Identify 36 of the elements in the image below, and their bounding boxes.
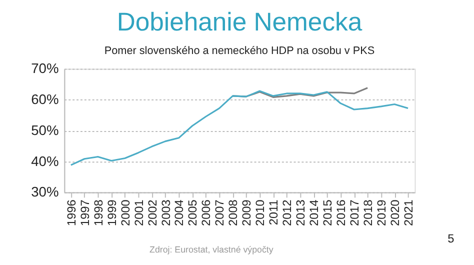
x-tick-label: 2009 <box>240 199 254 226</box>
x-tick-label: 1999 <box>104 199 119 226</box>
y-tick-label: 40% <box>31 152 59 169</box>
line-series <box>70 90 409 166</box>
x-tick-label: 2021 <box>401 199 416 226</box>
x-tick-label: 2005 <box>186 199 200 226</box>
y-tick-label: 50% <box>31 122 59 138</box>
x-tick-label: 2003 <box>158 199 173 226</box>
x-tick-label: 2007 <box>212 200 227 226</box>
x-tick-label: 2016 <box>334 199 348 226</box>
x-tick-label: 1998 <box>91 199 106 226</box>
y-tick-label: 30% <box>31 184 59 200</box>
x-tick-label: 2002 <box>145 200 160 226</box>
text: 5 <box>448 232 455 246</box>
x-tick-label: 2017 <box>348 200 362 226</box>
x-tick-label: 2020 <box>388 199 402 226</box>
x-tick-label: 2018 <box>361 199 376 226</box>
x-tick-label: 2012 <box>280 200 294 226</box>
x-tick-label: 2010 <box>253 199 268 226</box>
x-tick-label: 2006 <box>199 199 214 226</box>
x-tick-label: 2000 <box>118 199 132 226</box>
x-tick-label: 2011 <box>266 199 281 226</box>
x-tick-label: 2014 <box>307 199 322 226</box>
x-tick-label: 2004 <box>172 199 186 226</box>
x-tick-label: 1996 <box>64 199 78 226</box>
text: Zdroj: Eurostat, vlastné výpočty <box>150 244 274 254</box>
y-tick-label: 60% <box>31 91 59 108</box>
x-tick-label: 2001 <box>132 199 146 226</box>
x-tick-label: 2019 <box>374 199 388 226</box>
x-tick-label: 1997 <box>78 200 92 226</box>
x-tick-label: 2008 <box>226 199 240 226</box>
y-tick-label: 70% <box>31 60 59 76</box>
x-tick-label: 2015 <box>320 199 335 226</box>
chart-title: Dobiehanie Nemecka <box>116 8 363 36</box>
x-tick-label: 2013 <box>294 199 308 226</box>
chart-subtitle: Pomer slovenského a nemeckého HDP na osobu v PKS <box>104 44 375 57</box>
